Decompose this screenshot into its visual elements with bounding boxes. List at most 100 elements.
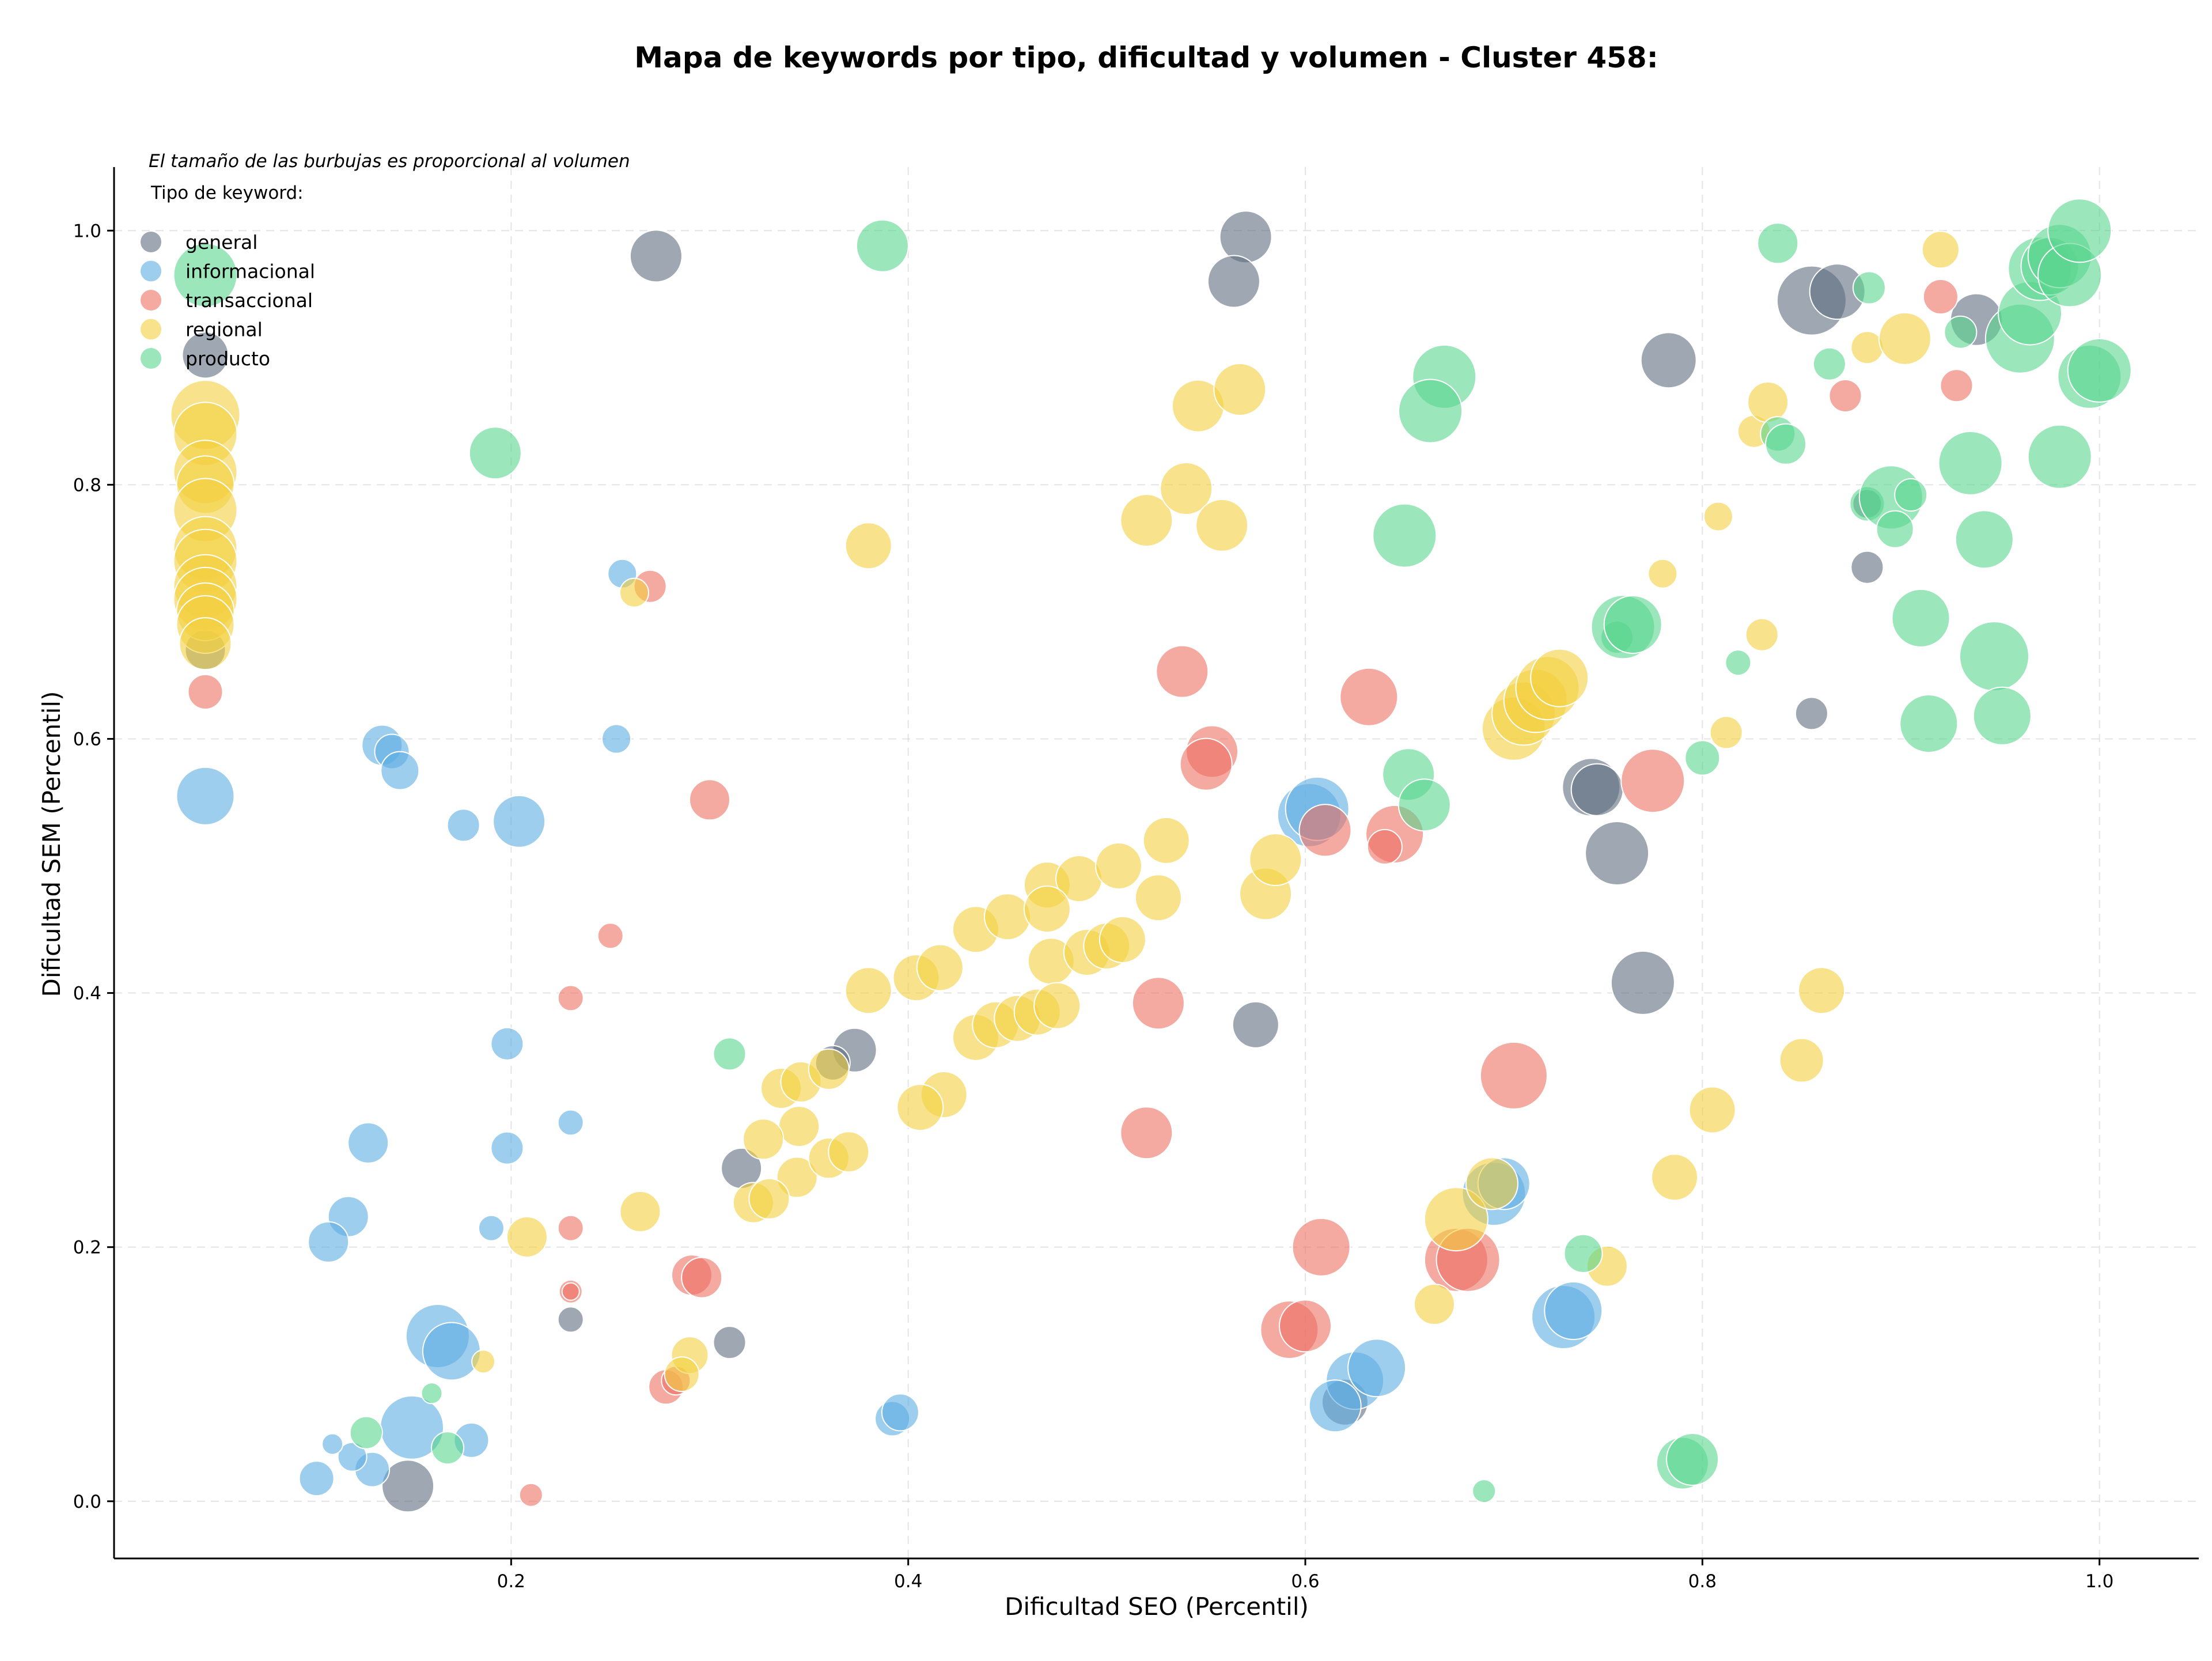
bubble-general [1585,821,1650,886]
bubble-transaccional [1828,379,1862,413]
bubble-transaccional [1922,279,1959,315]
bubble-informacional [446,808,480,842]
bubble-transaccional [1179,737,1233,791]
legend-marker-general [141,232,161,252]
bubble-producto [1894,478,1928,512]
bubble-producto [1757,222,1799,264]
tick-layer: 0.2 0.4 0.6 0.8 1.0 0.0 0.2 0.4 0.6 0.8 1.0 [73,221,2114,1592]
bubble-regional [471,1349,496,1374]
bubble-regional [619,577,649,608]
bubble-informacional [490,1027,524,1061]
bubble-transaccional [187,674,224,710]
bubble-regional [1414,1283,1455,1325]
bubble-informacional [881,1393,919,1432]
bubble-regional [1023,886,1071,933]
x-tick-label: 0.4 [894,1571,922,1592]
bubble-informacional [347,1122,389,1164]
x-tick-label: 0.8 [1688,1571,1717,1592]
bubble-transaccional [1620,748,1685,814]
bubble-regional [748,1178,790,1220]
bubble-regional [1878,312,1931,365]
bubble-regional [1703,501,1733,532]
bubble-informacional [308,1221,350,1263]
bubble-regional [1798,967,1846,1015]
y-tick-label: 0.4 [73,983,101,1004]
bubble-regional [844,967,892,1015]
bubble-informacional [380,751,420,790]
legend-marker-regional [141,319,161,340]
bubble-transaccional [1479,1041,1548,1110]
bubble-producto [1684,740,1721,776]
legend-label-producto: producto [185,347,270,370]
bubble-general [1570,763,1624,816]
bubble-regional [1651,1153,1699,1201]
bubble-producto [855,219,909,273]
bubble-regional [1033,982,1081,1030]
bubble-regional [1142,816,1190,864]
bubble-informacional [1544,1281,1603,1340]
bubble-transaccional [1339,667,1399,727]
bubble-producto [1725,649,1752,676]
bubble-general [629,229,683,283]
bubble-regional [808,1048,850,1090]
bubble-regional [1465,1157,1518,1210]
bubble-producto [1938,430,2003,495]
bubble-general [1794,697,1828,731]
bubble-regional [844,522,892,570]
x-tick-label: 0.6 [1291,1571,1319,1592]
bubble-regional [776,1156,818,1198]
x-tick-label: 0.2 [497,1571,525,1592]
bubble-producto [1944,315,1978,349]
bubble-regional [1195,498,1249,552]
legend-label-regional: regional [185,319,263,341]
y-tick-label: 0.0 [73,1492,101,1512]
bubble-regional [1099,915,1146,963]
bubble-informacional [557,1109,584,1136]
bubble-transaccional [1291,1217,1351,1277]
grid [114,167,2199,1558]
bubble-transaccional [689,779,730,821]
bubble-transaccional [681,1257,723,1299]
bubble-producto [1765,423,1807,465]
legend-label-transaccional: transaccional [185,289,313,312]
bubble-producto [421,1382,443,1405]
bubble-regional [1688,1086,1736,1134]
y-tick-label: 1.0 [73,221,101,241]
bubble-producto [1876,510,1914,548]
bubble-producto [1666,1433,1719,1486]
bubble-producto [1812,347,1846,381]
y-tick-label: 0.2 [73,1238,101,1258]
bubble-producto [2027,424,2092,489]
bubble-regional [743,1118,785,1160]
bubble-regional [619,1190,661,1232]
bubble-general [1207,255,1260,308]
bubble-regional [1423,1187,1488,1252]
bubble-regional [1160,462,1213,515]
bubble-regional [1745,618,1779,652]
bubble-transaccional [1156,645,1209,698]
bubble-regional [1921,230,1960,269]
bubble-general [1610,950,1675,1015]
y-tick-label: 0.6 [73,729,101,750]
bubble-general [557,1306,584,1333]
bubble-informacional [601,724,631,754]
bubble-transaccional [557,985,584,1012]
bubble-producto [1955,510,2014,569]
bubble-producto [2047,198,2112,263]
bubble-general [1232,1001,1279,1049]
bubble-producto [1603,595,1662,654]
bubble-general [381,1459,435,1513]
bubble-regional [1709,716,1743,750]
bubble-producto [1959,621,2029,692]
bubble-transaccional [518,1482,543,1507]
bubble-producto [713,1037,747,1071]
bubble-transaccional [1120,1106,1173,1160]
bubble-informacional [478,1214,505,1242]
bubble-transaccional [1279,1299,1332,1353]
bubble-producto [1972,686,2032,746]
bubble-regional [1213,363,1267,416]
bubble-producto [1398,379,1463,444]
legend-title: Tipo de keyword: [150,183,304,203]
bubble-transaccional [561,1282,580,1301]
